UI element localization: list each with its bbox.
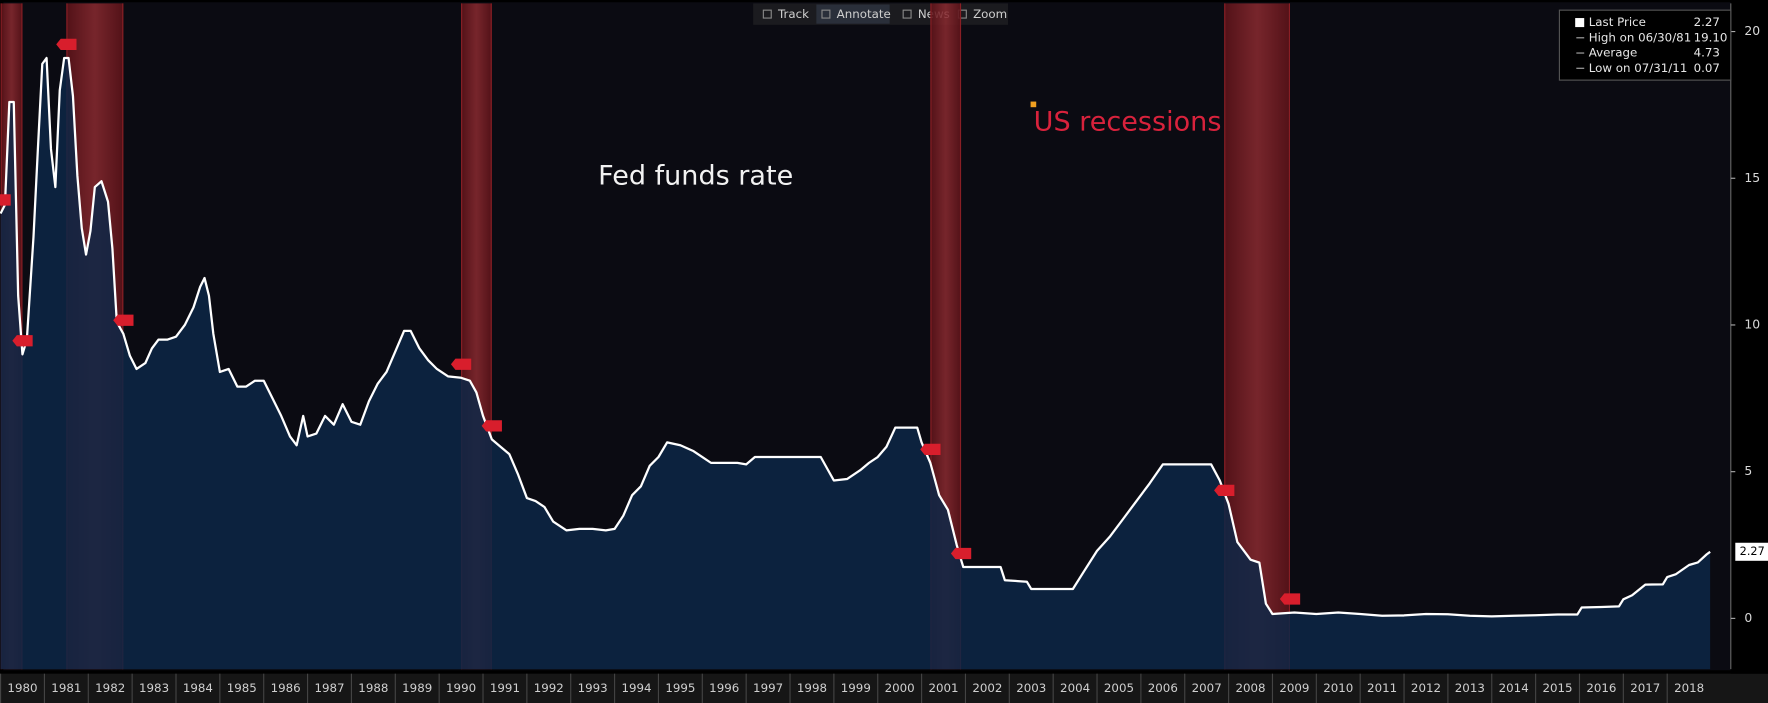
x-tick-label: 2016	[1586, 681, 1616, 695]
recession-tag	[1279, 593, 1301, 605]
x-tick-label: 1984	[183, 681, 213, 695]
recession-edge	[461, 3, 463, 670]
recession-edge	[1224, 3, 1226, 670]
x-tick-label: 1980	[7, 681, 37, 695]
x-axis-strip	[0, 673, 1768, 703]
legend-label: Low on 07/31/11	[1589, 61, 1688, 75]
x-tick-label: 1983	[139, 681, 169, 695]
toolbar-active	[816, 4, 890, 24]
toolbar-icon	[902, 9, 912, 19]
y-tick-label: 5	[1744, 463, 1752, 478]
series-annotation: Fed funds rate	[598, 161, 793, 192]
x-tick-label: 1991	[490, 681, 520, 695]
y-tick-label: 15	[1744, 170, 1760, 185]
x-tick-label: 1989	[402, 681, 432, 695]
x-tick-label: 1987	[314, 681, 344, 695]
x-tick-label: 2017	[1630, 681, 1660, 695]
x-tick-label: 2000	[885, 681, 915, 695]
recession-edge	[1288, 3, 1291, 670]
x-tick-label: 2011	[1367, 681, 1397, 695]
x-tick-label: 2013	[1455, 681, 1485, 695]
y-tick-label: 0	[1744, 610, 1752, 625]
toolbar-icon	[762, 9, 772, 19]
toolbar-icon	[821, 9, 831, 19]
x-tick-label: 2007	[1192, 681, 1222, 695]
x-tick-label: 1993	[578, 681, 608, 695]
x-tick-label: 2004	[1060, 681, 1090, 695]
x-tick-label: 2012	[1411, 681, 1441, 695]
x-tick-label: 1981	[51, 681, 81, 695]
x-tick-label: 1986	[271, 681, 301, 695]
recession-tag	[450, 358, 472, 370]
x-tick-label: 1995	[665, 681, 695, 695]
legend-value: 2.27	[1694, 15, 1720, 29]
x-tick-label: 2008	[1235, 681, 1265, 695]
recession-edge	[959, 3, 962, 670]
x-tick-label: 1998	[797, 681, 827, 695]
legend-box	[1558, 9, 1732, 81]
y-tick-label: 10	[1744, 316, 1760, 331]
toolbar-button[interactable]: Track	[777, 7, 809, 21]
recession-tag	[113, 314, 134, 326]
legend-swatch	[1575, 18, 1585, 28]
recession-tag	[1214, 484, 1235, 497]
x-tick-label: 2014	[1499, 681, 1529, 695]
area	[0, 58, 1711, 670]
toolbar-button[interactable]: Annotate	[837, 7, 891, 21]
x-tick-label: 1982	[95, 681, 125, 695]
recession-tag	[0, 194, 11, 206]
legend-value: 19.10	[1694, 30, 1728, 44]
x-tick-label: 2005	[1104, 681, 1134, 695]
legend-label: High on 06/30/81	[1589, 30, 1692, 44]
x-tick-label: 1994	[621, 681, 651, 695]
x-tick-label: 1992	[534, 681, 564, 695]
annotation-marker	[1030, 101, 1037, 108]
recession-tag	[56, 38, 77, 51]
recession-edge	[490, 3, 492, 670]
x-tick-label: 2001	[928, 681, 958, 695]
x-tick-label: 2003	[1016, 681, 1046, 695]
recession-edge	[930, 3, 932, 670]
last-price-label: 2.27	[1740, 545, 1765, 558]
legend-value: 0.07	[1694, 61, 1720, 75]
last-price-box	[1735, 542, 1768, 561]
x-tick-label: 2015	[1542, 681, 1572, 695]
x-tick-label: 2006	[1148, 681, 1178, 695]
recession-annotation: US recessions	[1034, 106, 1222, 137]
x-tick-label: 1988	[358, 681, 388, 695]
toolbar: TrackAnnotateNewsZoom	[753, 3, 1009, 25]
x-tick-label: 2010	[1323, 681, 1353, 695]
x-tick-label: 2018	[1674, 681, 1704, 695]
x-tick-label: 1985	[227, 681, 257, 695]
line	[0, 56, 1711, 618]
y-tick-label: 20	[1744, 23, 1760, 38]
legend-value: 4.73	[1694, 46, 1720, 60]
y-axis-strip	[1730, 0, 1768, 674]
x-tick-label: 1996	[709, 681, 739, 695]
x-tick-label: 2009	[1279, 681, 1309, 695]
x-tick-label: 1997	[753, 681, 783, 695]
recession-tag	[950, 547, 972, 560]
x-tick-label: 2002	[972, 681, 1002, 695]
x-tick-label: 1990	[446, 681, 476, 695]
recession-tag	[12, 335, 33, 347]
recession-tag	[481, 420, 502, 432]
legend-label: Last Price	[1589, 15, 1646, 29]
recession-tag	[920, 443, 941, 455]
x-tick-label: 1999	[841, 681, 871, 695]
toolbar-button[interactable]: Zoom	[973, 7, 1007, 21]
legend-label: Average	[1589, 46, 1638, 60]
